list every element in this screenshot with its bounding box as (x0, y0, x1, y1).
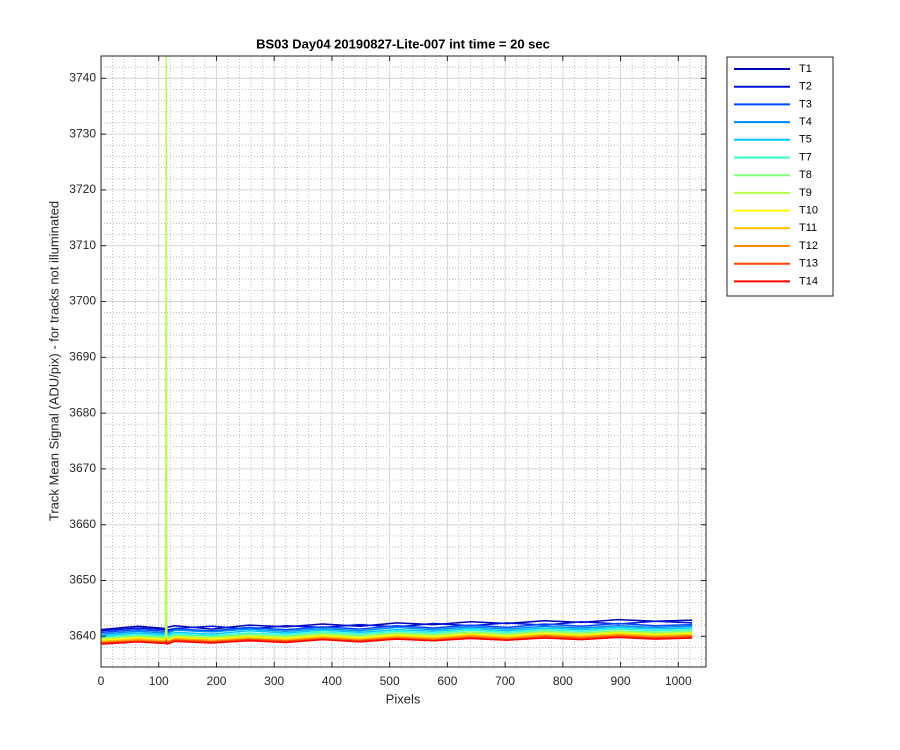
legend: T1 T2 T3 T4 T5 T7 T8 T9 T10 T11 T12 T13 T14 (734, 63, 818, 287)
lines (101, 56, 693, 645)
x-tick-label: 200 (206, 674, 226, 688)
y-tick-label: 3670 (69, 461, 96, 475)
legend-box (726, 56, 834, 297)
x-tick-label: 900 (611, 674, 631, 688)
y-tick-label: 3710 (69, 238, 96, 252)
data-line (101, 56, 693, 640)
legend-label: T8 (799, 169, 812, 181)
y-tick-label: 3720 (69, 182, 96, 196)
legend-label: T4 (799, 116, 812, 128)
data-line (101, 636, 693, 645)
x-tick-label: 100 (149, 674, 169, 688)
x-tick-label: 0 (98, 674, 105, 688)
y-tick-label: 3680 (69, 405, 96, 419)
y-tick-label: 3730 (69, 126, 96, 140)
x-tick-label: 400 (322, 674, 342, 688)
legend-label: T11 (799, 222, 817, 234)
legend-label: T13 (799, 258, 818, 270)
x-tick-label: 600 (437, 674, 457, 688)
y-tick-label: 3660 (69, 517, 96, 531)
plot-area (101, 56, 706, 667)
legend-label: T1 (799, 63, 812, 75)
legend-label: T2 (799, 81, 812, 93)
legend-label: T9 (799, 187, 812, 199)
x-axis-label: Pixels (386, 691, 421, 706)
legend-label: T3 (799, 98, 812, 110)
chart-title: BS03 Day04 20190827-Lite-007 int time = … (256, 36, 550, 51)
x-tick-label: 1000 (665, 674, 692, 688)
legend-label: T14 (799, 275, 818, 287)
y-tick-label: 3650 (69, 573, 96, 587)
y-tick-label: 3690 (69, 349, 96, 363)
y-tick-label: 3640 (69, 628, 96, 642)
plot-frame (100, 55, 707, 668)
x-tick-label: 300 (264, 674, 284, 688)
x-tick-label: 500 (380, 674, 400, 688)
legend-label: T12 (799, 240, 818, 252)
legend-label: T7 (799, 151, 812, 163)
y-tick-label: 3700 (69, 294, 96, 308)
grid (100, 56, 706, 667)
legend-label: T5 (799, 134, 812, 146)
y-tick-label: 3740 (69, 70, 96, 84)
x-tick-label: 700 (495, 674, 515, 688)
legend-label: T10 (799, 205, 818, 217)
y-axis-label: Track Mean Signal (ADU/pix) - for tracks… (46, 201, 61, 521)
x-tick-label: 800 (553, 674, 573, 688)
